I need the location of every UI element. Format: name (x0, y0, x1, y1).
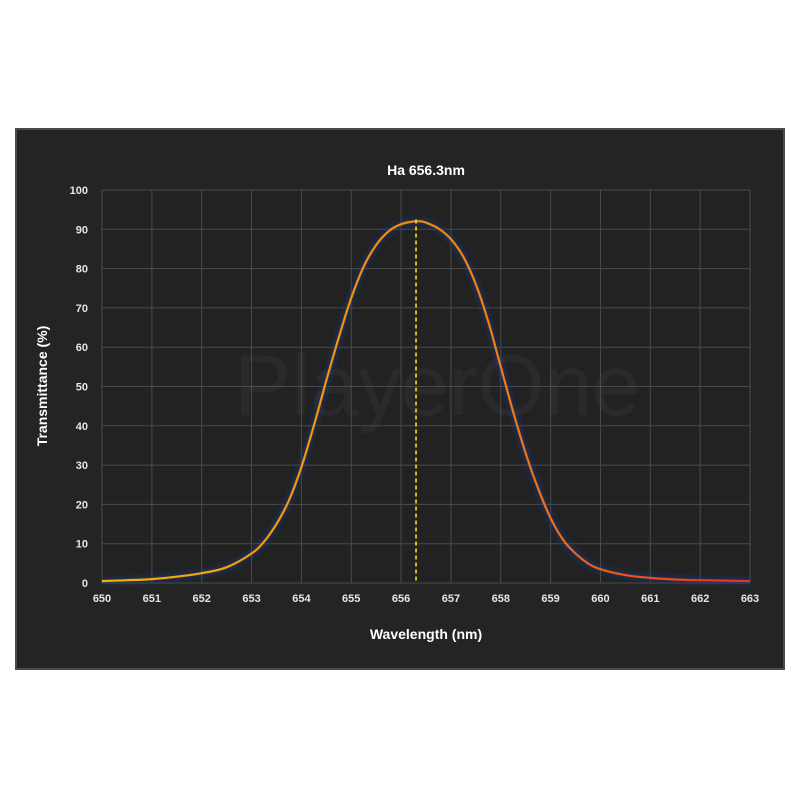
chart-title: Ha 656.3nm (387, 162, 465, 178)
x-tick-label: 653 (242, 593, 260, 605)
y-tick-label: 30 (76, 460, 88, 472)
y-tick-label: 80 (76, 264, 88, 276)
x-tick-label: 659 (541, 593, 559, 605)
x-tick-label: 655 (342, 593, 360, 605)
x-tick-label: 660 (591, 593, 609, 605)
chart-panel: PlayerOne 650651652653654655656657658659… (15, 128, 785, 670)
x-tick-label: 651 (143, 593, 161, 605)
y-tick-label: 90 (76, 224, 88, 236)
x-tick-label: 658 (492, 593, 510, 605)
y-tick-label: 70 (76, 303, 88, 315)
y-tick-label: 0 (82, 578, 88, 590)
x-tick-label: 652 (193, 593, 211, 605)
x-tick-label: 650 (93, 593, 111, 605)
x-tick-label: 656 (392, 593, 410, 605)
y-tick-label: 40 (76, 421, 88, 433)
x-tick-labels: 650 651 652 653 654 655 656 657 658 659 660 661 662 6… (93, 593, 759, 605)
y-tick-labels: 0 10 20 30 40 50 60 70 80 90 100 (70, 185, 88, 590)
x-tick-label: 657 (442, 593, 460, 605)
y-tick-label: 60 (76, 342, 88, 354)
x-tick-label: 654 (292, 593, 311, 605)
chart-svg: PlayerOne 650651652653654655656657658659… (34, 162, 759, 642)
x-tick-label: 663 (741, 593, 759, 605)
x-tick-label: 662 (691, 593, 709, 605)
y-tick-label: 100 (70, 185, 88, 197)
transmission-curve (101, 220, 751, 583)
y-tick-label: 10 (76, 539, 88, 551)
y-tick-label: 20 (76, 499, 88, 511)
x-tick-label: 661 (641, 593, 659, 605)
y-tick-label: 50 (76, 382, 88, 394)
x-axis-title: Wavelength (nm) (370, 626, 482, 642)
y-axis-title: Transmittance (%) (34, 326, 50, 447)
grid-lines (101, 189, 751, 584)
